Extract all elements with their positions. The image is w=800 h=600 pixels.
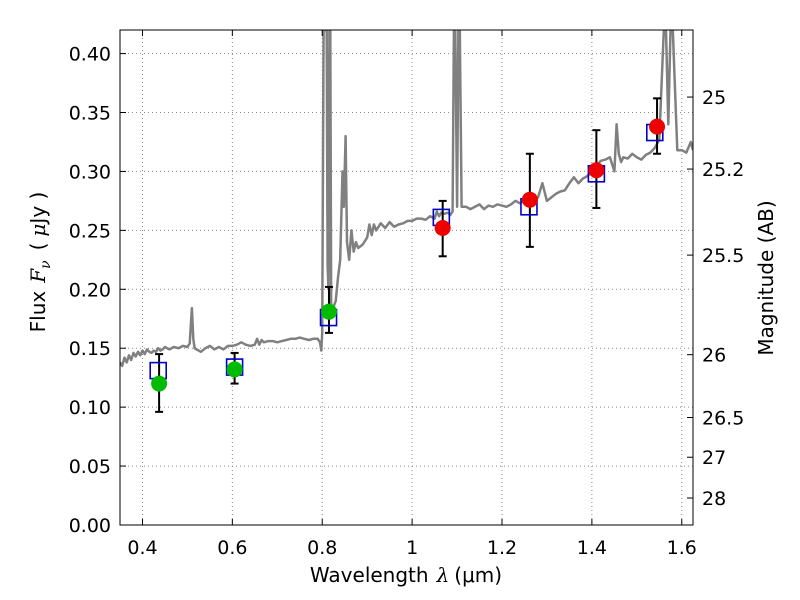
measured-points bbox=[151, 118, 666, 392]
y-tick-label: 0.10 bbox=[69, 397, 111, 419]
y-tick-label: 0.25 bbox=[69, 220, 111, 242]
optical-point bbox=[151, 375, 168, 392]
right-tick-labels: 25 25.2 25.5 26 26.5 27 28 bbox=[702, 87, 744, 510]
model-points bbox=[149, 123, 664, 380]
right-tick-label: 25.5 bbox=[702, 245, 744, 267]
right-tick-label: 25 bbox=[702, 87, 726, 109]
right-axis-title: Magnitude (AB) bbox=[754, 200, 778, 355]
x-tick-label: 1.6 bbox=[667, 537, 697, 559]
optical-point bbox=[226, 361, 243, 378]
model-spectrum-line bbox=[120, 30, 693, 368]
y-tick-label: 0.20 bbox=[69, 279, 111, 301]
infrared-point bbox=[588, 162, 605, 179]
right-tick-label: 28 bbox=[702, 488, 726, 510]
x-tick-label: 1.4 bbox=[577, 537, 607, 559]
y-tick-label: 0.40 bbox=[69, 44, 111, 66]
right-tick-label: 27 bbox=[702, 447, 726, 469]
model-layer bbox=[120, 30, 693, 368]
y-tick-label: 0.35 bbox=[69, 103, 111, 125]
x-tick-label: 0.4 bbox=[127, 537, 157, 559]
infrared-point bbox=[434, 220, 451, 236]
y-tick-label: 0.30 bbox=[69, 161, 111, 183]
right-tick-label: 26 bbox=[702, 345, 726, 367]
x-axis-title: Wavelength λ (μm) bbox=[310, 563, 502, 587]
x-tick-label: 0.8 bbox=[307, 537, 337, 559]
x-tick-label: 1 bbox=[406, 537, 418, 559]
x-tick-label: 0.6 bbox=[217, 537, 247, 559]
y-tick-label: 0.15 bbox=[69, 338, 111, 360]
infrared-point bbox=[521, 191, 538, 208]
x-tick-label: 1.2 bbox=[487, 537, 517, 559]
right-tick-label: 25.2 bbox=[702, 159, 744, 181]
y-tick-labels: 0.00 0.05 0.10 0.15 0.20 0.25 0.30 0.35 0.40 bbox=[69, 44, 111, 537]
optical-point bbox=[320, 303, 337, 320]
y-tick-label: 0.05 bbox=[69, 456, 111, 478]
infrared-point bbox=[649, 118, 666, 135]
right-tick-label: 26.5 bbox=[702, 408, 744, 430]
y-axis-title: FluxFν(μJy ) bbox=[26, 192, 54, 333]
ticks bbox=[120, 30, 693, 526]
y-tick-label: 0.00 bbox=[69, 515, 111, 537]
x-tick-labels: 0.4 0.6 0.8 1 1.2 1.4 1.6 bbox=[127, 537, 697, 559]
grid bbox=[120, 30, 693, 526]
plot-frame bbox=[119, 29, 694, 526]
